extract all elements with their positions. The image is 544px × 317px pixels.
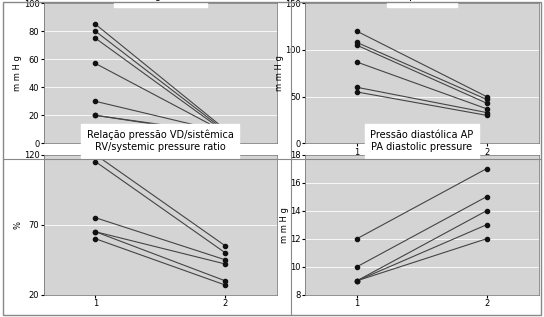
Title: Relação pressão VD/sistêmica
RV/systemic pressure ratio: Relação pressão VD/sistêmica RV/systemic…	[87, 130, 234, 152]
Title: Pressão VD
RV pressure: Pressão VD RV pressure	[393, 0, 451, 1]
Y-axis label: m m H g: m m H g	[275, 55, 284, 91]
Y-axis label: m m H g: m m H g	[280, 207, 289, 243]
Y-axis label: %: %	[13, 221, 22, 229]
Y-axis label: m m H g: m m H g	[13, 55, 22, 91]
Title: Pressão diastólica AP
PA diastolic pressure: Pressão diastólica AP PA diastolic press…	[370, 130, 473, 152]
Title: Gradiente VD-AP
RV-PA gradient: Gradiente VD-AP RV-PA gradient	[119, 0, 201, 1]
